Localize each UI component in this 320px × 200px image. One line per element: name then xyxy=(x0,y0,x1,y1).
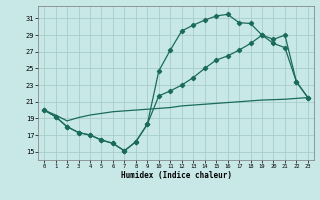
X-axis label: Humidex (Indice chaleur): Humidex (Indice chaleur) xyxy=(121,171,231,180)
